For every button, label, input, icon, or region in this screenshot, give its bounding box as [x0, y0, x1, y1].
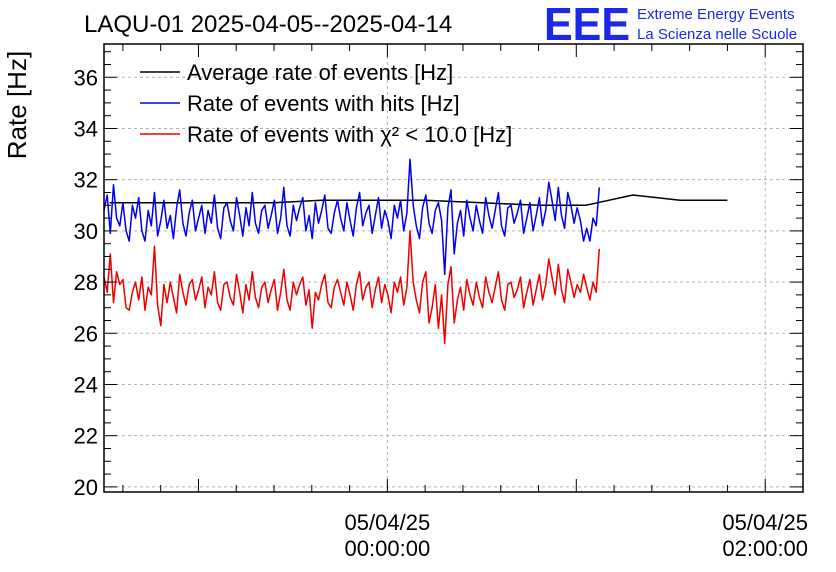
- x-tick-date: 05/04/25: [345, 510, 431, 535]
- x-tick-date: 05/04/25: [722, 510, 808, 535]
- chart-title: LAQU-01 2025-04-05--2025-04-14: [84, 11, 452, 38]
- y-tick-label: 32: [74, 168, 98, 193]
- x-tick-time: 02:00:00: [722, 536, 808, 561]
- series-layer: [103, 158, 728, 345]
- y-tick-label: 26: [74, 321, 98, 346]
- y-tick-label: 20: [74, 475, 98, 500]
- y-tick-label: 36: [74, 65, 98, 90]
- logo-line1: Extreme Energy Events: [637, 6, 795, 23]
- series-line-hits: [103, 158, 601, 276]
- y-tick-label: 24: [74, 372, 98, 397]
- y-tick-label: 30: [74, 219, 98, 244]
- legend-label-average: Average rate of events [Hz]: [187, 60, 453, 85]
- legend: Average rate of events [Hz] Rate of even…: [140, 60, 512, 147]
- y-tick-label: 22: [74, 424, 98, 449]
- legend-label-chi2: Rate of events with χ² < 10.0 [Hz]: [187, 122, 512, 147]
- logo-text: EEE: [544, 0, 630, 50]
- eee-logo: EEE Extreme Energy Events La Scienza nel…: [544, 0, 797, 50]
- y-tick-label: 28: [74, 270, 98, 295]
- series-line-chi2: [103, 230, 601, 345]
- legend-label-hits: Rate of events with hits [Hz]: [187, 91, 460, 116]
- y-axis-label: Rate [Hz]: [2, 51, 32, 159]
- grid: [104, 44, 803, 492]
- y-tick-label: 34: [74, 116, 98, 141]
- plot-frame: [103, 43, 804, 493]
- x-tick-time: 00:00:00: [345, 536, 431, 561]
- logo-line2: La Scienza nelle Scuole: [637, 26, 797, 43]
- axes: 20222426283032343605/04/2500:00:0005/04/…: [74, 43, 808, 561]
